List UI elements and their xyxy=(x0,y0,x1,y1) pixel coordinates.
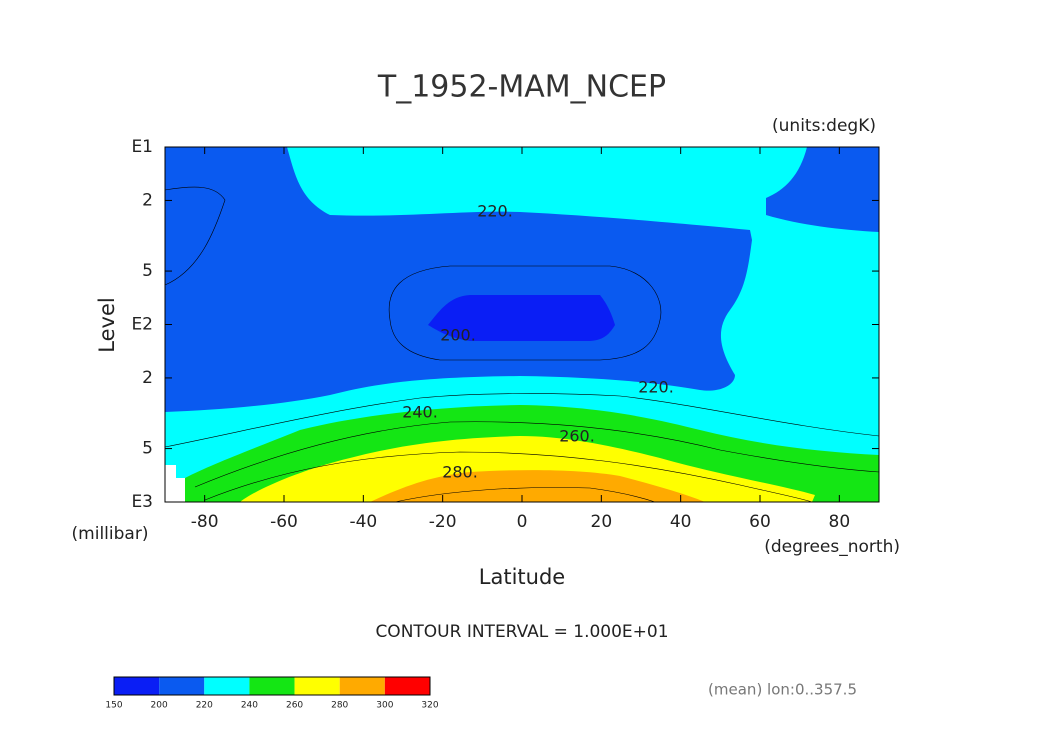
x-tick-label: 40 xyxy=(670,512,692,532)
colorbar-segment xyxy=(384,677,430,695)
contour-label: 280. xyxy=(442,463,478,482)
x-tick-label: -60 xyxy=(270,512,298,532)
contour-line xyxy=(394,487,656,503)
colorbar-label: 150 xyxy=(105,701,122,711)
y-tick-label: E3 xyxy=(131,492,153,512)
colorbar-label: 220 xyxy=(196,701,213,711)
y-tick-label: 5 xyxy=(142,439,153,459)
contour-line xyxy=(164,393,880,448)
units-label: (units:degK) xyxy=(772,116,876,136)
y-tick-label: 2 xyxy=(142,368,153,388)
missing-data xyxy=(165,465,185,502)
y-tick-label: E2 xyxy=(131,315,153,335)
y-tick-label: E1 xyxy=(131,137,153,157)
y-tick-label: 2 xyxy=(142,190,153,210)
fill-region xyxy=(165,147,752,412)
colorbar-segment xyxy=(114,677,160,695)
x-tick-label: 80 xyxy=(829,512,851,532)
colorbar-segment xyxy=(204,677,250,695)
x-tick-label: -40 xyxy=(349,512,377,532)
colorbar-segment xyxy=(339,677,385,695)
y-axis-label: Level xyxy=(95,297,119,352)
contour-label: 260. xyxy=(559,427,595,446)
x-units-label: (degrees_north) xyxy=(764,537,900,557)
x-tick-label: 0 xyxy=(517,512,528,532)
contour-line xyxy=(194,421,880,488)
chart-title: T_1952-MAM_NCEP xyxy=(377,70,666,105)
fill-region xyxy=(766,147,879,232)
colorbar-label: 240 xyxy=(241,701,258,711)
contour-interval: CONTOUR INTERVAL = 1.000E+01 xyxy=(375,622,668,642)
fill-region xyxy=(428,295,615,341)
y-units-label: (millibar) xyxy=(72,524,149,544)
contour-label: 200. xyxy=(440,326,476,345)
contour-label: 240. xyxy=(402,403,438,422)
note: (mean) lon:0..357.5 xyxy=(708,681,857,699)
x-tick-label: 60 xyxy=(749,512,771,532)
colorbar-segment xyxy=(249,677,295,695)
contour-line xyxy=(164,186,226,286)
contour-label: 220. xyxy=(477,202,513,221)
x-tick-label: -80 xyxy=(191,512,219,532)
colorbar-label: 260 xyxy=(286,701,303,711)
x-tick-label: -20 xyxy=(429,512,457,532)
contour-line xyxy=(388,265,662,361)
fill-region xyxy=(370,470,705,502)
x-tick-label: 20 xyxy=(591,512,613,532)
colorbar-segment xyxy=(294,677,340,695)
contour-field xyxy=(164,147,880,503)
colorbar-segment xyxy=(159,677,205,695)
contour-label: 220. xyxy=(638,378,674,397)
x-axis-label: Latitude xyxy=(479,565,565,589)
contour-line xyxy=(204,451,813,503)
y-tick-label: 5 xyxy=(142,261,153,281)
colorbar-label: 300 xyxy=(376,701,393,711)
fill-region xyxy=(240,436,815,502)
colorbar-label: 320 xyxy=(421,701,438,711)
colorbar-frame xyxy=(113,676,431,696)
colorbar-label: 280 xyxy=(331,701,348,711)
colorbar-label: 200 xyxy=(151,701,168,711)
